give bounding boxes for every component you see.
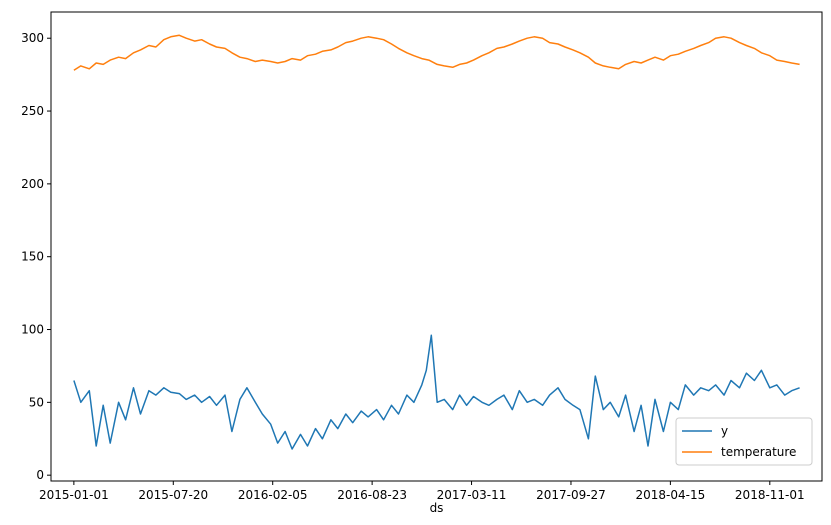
x-tick-label: 2017-09-27 — [536, 488, 606, 502]
legend-label-temperature: temperature — [721, 445, 796, 459]
x-tick-label: 2016-02-05 — [238, 488, 308, 502]
y-tick-label: 0 — [36, 468, 44, 482]
plot-frame — [50, 11, 823, 482]
x-axis-label: ds — [430, 501, 444, 515]
y-tick-label: 150 — [21, 250, 44, 264]
legend-label-y: y — [721, 424, 728, 438]
x-tick-label: 2015-01-01 — [39, 488, 109, 502]
series-line-temperature — [73, 34, 800, 71]
series-line-y — [73, 334, 800, 450]
x-tick-label: 2015-07-20 — [138, 488, 208, 502]
y-tick-label: 250 — [21, 104, 44, 118]
y-tick-label: 300 — [21, 31, 44, 45]
legend: y temperature — [675, 417, 813, 466]
y-tick-label: 100 — [21, 323, 44, 337]
x-tick-label: 2018-11-01 — [735, 488, 805, 502]
x-tick-label: 2017-03-11 — [437, 488, 507, 502]
y-tick-label: 50 — [29, 395, 44, 409]
x-tick-label: 2016-08-23 — [337, 488, 407, 502]
series-layer — [73, 34, 800, 450]
y-tick-label: 200 — [21, 177, 44, 191]
x-tick-label: 2018-04-15 — [636, 488, 706, 502]
legend-box — [675, 417, 813, 466]
y-axis: 0 50 100 150 200 250 300 — [21, 31, 51, 482]
x-axis: 2015-01-01 2015-07-20 2016-02-05 2016-08-23… — [39, 481, 805, 502]
